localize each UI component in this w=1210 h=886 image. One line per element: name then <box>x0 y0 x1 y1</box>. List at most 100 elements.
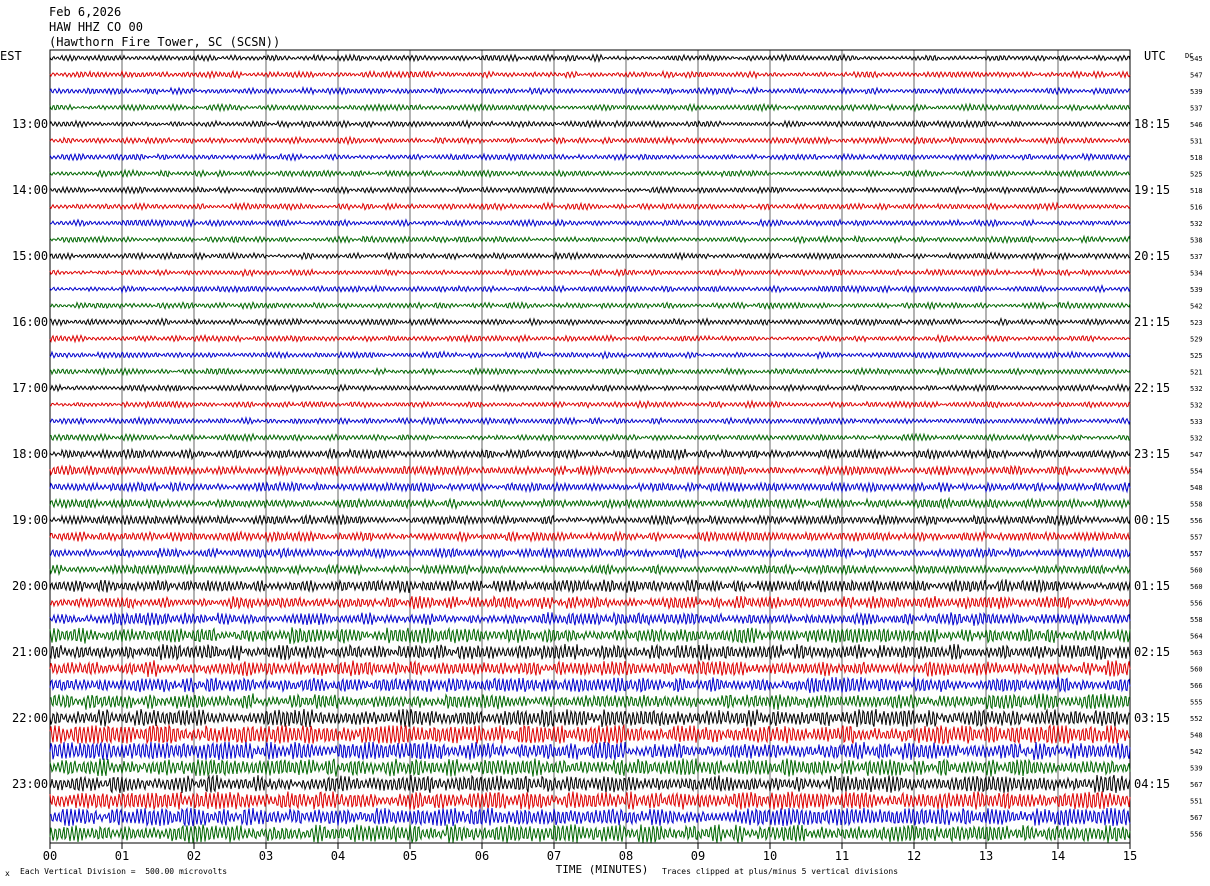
dc-offset-label: 525 <box>1190 352 1203 360</box>
seismic-trace <box>49 578 1131 594</box>
seismic-trace <box>49 251 1131 262</box>
seismic-trace <box>49 480 1131 494</box>
est-label: EST <box>0 49 22 63</box>
seismic-trace <box>49 366 1131 377</box>
footer-marker: x <box>5 869 10 878</box>
seismic-trace <box>50 432 1131 443</box>
dc-offset-label: 563 <box>1190 649 1203 657</box>
seismic-trace <box>50 693 1131 710</box>
plot-date: Feb 6,2026 <box>49 5 122 19</box>
dc-offset-label: 547 <box>1190 451 1203 459</box>
utc-hour-label: 22:15 <box>1134 381 1170 395</box>
seismic-trace <box>49 415 1131 426</box>
dc-offset-label: 558 <box>1190 616 1203 624</box>
seismic-trace <box>49 382 1131 394</box>
dc-offset-label: 542 <box>1190 748 1203 756</box>
x-tick-label: 07 <box>547 849 561 863</box>
dc-offset-label: 521 <box>1190 369 1203 377</box>
est-hour-label: 14:00 <box>12 183 48 197</box>
dc-offset-label: 545 <box>1190 55 1203 63</box>
seismic-trace <box>49 152 1131 162</box>
est-hour-label: 18:00 <box>12 447 48 461</box>
seismic-trace <box>49 399 1131 410</box>
dc-offset-label: 547 <box>1190 72 1203 80</box>
seismic-trace <box>49 102 1131 113</box>
dc-offset-label: 548 <box>1190 484 1203 492</box>
dc-offset-label: 537 <box>1190 253 1203 261</box>
dc-offset-label: 556 <box>1190 517 1203 525</box>
dc-offset-label: 560 <box>1190 567 1203 575</box>
dc-offset-label: 542 <box>1190 303 1203 311</box>
seismic-trace <box>49 218 1131 229</box>
seismic-trace <box>49 791 1131 810</box>
seismic-trace <box>49 546 1131 560</box>
seismic-trace <box>49 118 1131 130</box>
x-axis-title: TIME (MINUTES) <box>556 863 649 876</box>
seismic-trace <box>49 659 1131 677</box>
seismic-trace <box>49 563 1131 577</box>
seismic-trace <box>49 267 1131 278</box>
dc-offset-label: 532 <box>1190 385 1203 393</box>
utc-hour-label: 01:15 <box>1134 579 1170 593</box>
dc-offset-label: 531 <box>1190 138 1203 146</box>
dc-label: DC <box>1185 52 1193 60</box>
seismic-trace <box>49 316 1131 327</box>
utc-hour-label: 04:15 <box>1134 777 1170 791</box>
x-tick-label: 10 <box>763 849 777 863</box>
x-tick-label: 13 <box>979 849 993 863</box>
clip-note: Traces clipped at plus/minus 5 vertical … <box>662 867 899 876</box>
est-hour-label: 23:00 <box>12 777 48 791</box>
dc-offset-label: 532 <box>1190 402 1203 410</box>
est-hour-label: 20:00 <box>12 579 48 593</box>
seismic-trace <box>49 284 1131 295</box>
dc-offset-label: 537 <box>1190 105 1203 113</box>
dc-offset-label: 557 <box>1190 534 1203 542</box>
dc-offset-label: 555 <box>1190 699 1203 707</box>
seismic-trace <box>49 529 1131 544</box>
utc-label: UTC <box>1144 49 1166 63</box>
est-hour-label: 16:00 <box>12 315 48 329</box>
utc-hour-label: 21:15 <box>1134 315 1170 329</box>
x-tick-label: 02 <box>187 849 201 863</box>
utc-hour-label: 19:15 <box>1134 183 1170 197</box>
dc-offset-label: 557 <box>1190 550 1203 558</box>
dc-offset-label: 567 <box>1190 781 1203 789</box>
est-hour-label: 21:00 <box>12 645 48 659</box>
plot-frame <box>49 49 1131 844</box>
seismic-trace <box>49 69 1131 80</box>
dc-offset-label: 532 <box>1190 220 1203 228</box>
x-tick-label: 04 <box>331 849 345 863</box>
dc-offset-label: 556 <box>1190 831 1203 839</box>
seismic-trace <box>49 806 1131 828</box>
dc-offset-label: 556 <box>1190 600 1203 608</box>
dc-offset-label: 566 <box>1190 682 1203 690</box>
seismic-trace <box>49 708 1131 728</box>
utc-hour-label: 00:15 <box>1134 513 1170 527</box>
seismic-trace <box>50 300 1131 311</box>
seismic-trace <box>49 185 1131 195</box>
dc-offset-label: 516 <box>1190 204 1203 212</box>
seismic-trace <box>49 135 1131 146</box>
station-location: (Hawthorn Fire Tower, SC (SCSN)) <box>49 35 281 49</box>
seismic-trace <box>49 774 1131 794</box>
utc-hour-label: 02:15 <box>1134 645 1170 659</box>
x-tick-label: 08 <box>619 849 633 863</box>
x-tick-label: 00 <box>43 849 57 863</box>
est-hour-label: 17:00 <box>12 381 48 395</box>
seismic-trace <box>49 643 1131 661</box>
seismic-trace <box>49 626 1131 645</box>
x-tick-label: 11 <box>835 849 849 863</box>
dc-offset-label: 538 <box>1190 237 1203 245</box>
seismic-trace <box>49 595 1131 611</box>
dc-offset-label: 533 <box>1190 418 1203 426</box>
dc-offset-label: 532 <box>1190 435 1203 443</box>
dc-offset-label: 551 <box>1190 798 1203 806</box>
x-tick-label: 14 <box>1051 849 1065 863</box>
dc-offset-label: 560 <box>1190 666 1203 674</box>
dc-offset-label: 554 <box>1190 468 1203 476</box>
x-tick-label: 09 <box>691 849 705 863</box>
dc-offset-label: 560 <box>1190 583 1203 591</box>
x-tick-label: 01 <box>115 849 129 863</box>
seismic-trace <box>49 758 1131 778</box>
